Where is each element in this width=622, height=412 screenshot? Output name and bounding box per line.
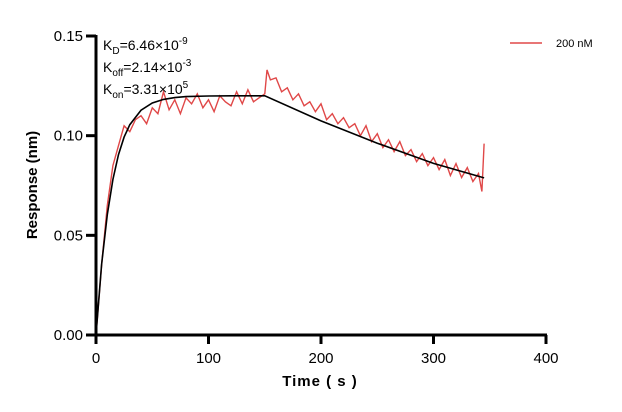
legend: 200 nM <box>510 38 593 50</box>
annotation-koff: Koff=2.14×10-3 <box>103 58 192 79</box>
fit-curve-line <box>95 95 485 336</box>
x-tick-label: 400 <box>533 350 558 367</box>
y-tick-label: 0.05 <box>54 227 83 244</box>
x-axis-label: Time ( s ) <box>282 373 358 390</box>
legend-label: 200 nM <box>556 38 593 50</box>
y-tick-label: 0.00 <box>54 327 83 344</box>
y-tick-label: 0.10 <box>54 128 83 145</box>
y-tick-label: 0.15 <box>54 28 83 45</box>
x-tick-label: 200 <box>308 350 333 367</box>
annotation-kD: KD=6.46×10-9 <box>103 36 188 57</box>
series-200nm-line <box>95 69 485 336</box>
y-axis-label: Response (nm) <box>24 131 41 239</box>
x-tick-label: 300 <box>421 350 446 367</box>
annotation-kon: Kon=3.31×105 <box>103 80 189 101</box>
x-tick-label: 0 <box>92 350 100 367</box>
x-tick-label: 100 <box>196 350 221 367</box>
